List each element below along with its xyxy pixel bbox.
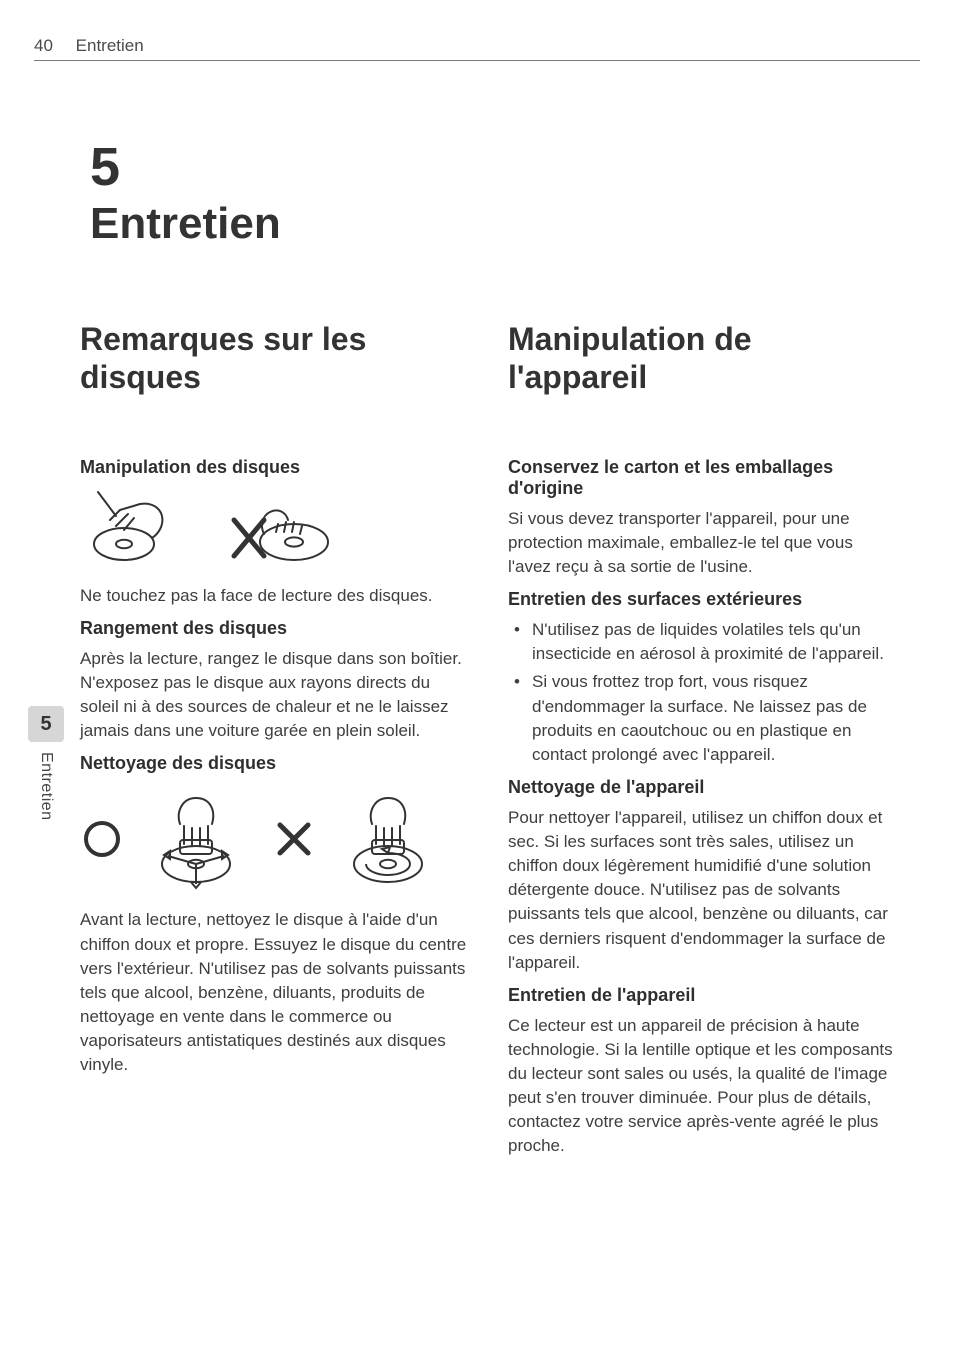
list-item: Si vous frottez trop fort, vous risquez … xyxy=(508,670,896,767)
disc-clean-correct-icon xyxy=(150,784,246,894)
subheading-handling-discs: Manipulation des disques xyxy=(80,457,468,478)
para-handling: Ne touchez pas la face de lecture des di… xyxy=(80,584,468,608)
section-heading-unit: Manipulation de l'appareil xyxy=(508,320,896,397)
side-tab-number-box: 5 xyxy=(28,706,64,742)
side-tab-number: 5 xyxy=(40,713,51,736)
disc-hold-correct-icon xyxy=(80,486,180,570)
chapter-number: 5 xyxy=(90,140,281,194)
para-cleaning: Avant la lecture, nettoyez le disque à l… xyxy=(80,908,468,1077)
chapter-title: Entretien xyxy=(90,200,281,248)
manual-page: 40 Entretien 5 Entretien 5 Entretien Rem… xyxy=(0,0,954,1354)
para-packaging: Si vous devez transporter l'appareil, po… xyxy=(508,507,896,579)
side-tab-label: Entretien xyxy=(37,752,55,821)
subheading-cleaning-discs: Nettoyage des disques xyxy=(80,753,468,774)
body-columns: Remarques sur les disques Manipulation d… xyxy=(80,320,896,1167)
page-number: 40 xyxy=(34,36,53,55)
list-item: N'utilisez pas de liquides volatiles tel… xyxy=(508,618,896,666)
disc-handling-figure xyxy=(80,486,468,570)
right-column: Manipulation de l'appareil Conservez le … xyxy=(508,320,896,1167)
side-tab: 5 Entretien xyxy=(28,706,64,821)
running-section-title: Entretien xyxy=(76,36,144,55)
para-clean-unit: Pour nettoyer l'appareil, utilisez un ch… xyxy=(508,806,896,975)
para-maintain-unit: Ce lecteur est un appareil de précision … xyxy=(508,1014,896,1159)
chapter-heading: 5 Entretien xyxy=(90,140,281,248)
left-column: Remarques sur les disques Manipulation d… xyxy=(80,320,468,1167)
disc-clean-wrong-icon xyxy=(342,784,438,894)
subheading-exterior: Entretien des surfaces extérieures xyxy=(508,589,896,610)
subheading-packaging: Conservez le carton et les emballages d'… xyxy=(508,457,896,499)
exterior-list: N'utilisez pas de liquides volatiles tel… xyxy=(508,618,896,767)
header-rule xyxy=(34,60,920,61)
correct-mark-icon xyxy=(80,817,124,861)
subheading-clean-unit: Nettoyage de l'appareil xyxy=(508,777,896,798)
para-storage: Après la lecture, rangez le disque dans … xyxy=(80,647,468,744)
subheading-maintain-unit: Entretien de l'appareil xyxy=(508,985,896,1006)
section-heading-discs: Remarques sur les disques xyxy=(80,320,468,397)
running-header: 40 Entretien xyxy=(34,36,920,61)
subheading-storage: Rangement des disques xyxy=(80,618,468,639)
wrong-mark-icon xyxy=(272,817,316,861)
disc-cleaning-figure xyxy=(80,784,468,894)
disc-hold-wrong-icon xyxy=(228,486,338,570)
